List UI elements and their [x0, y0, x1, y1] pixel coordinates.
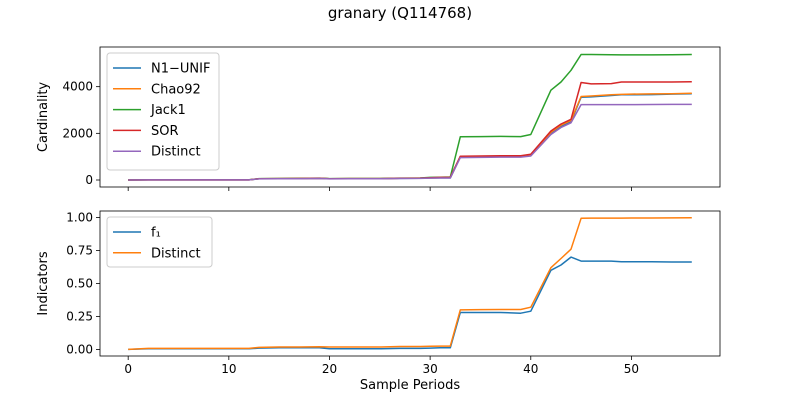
- x-tick-label-1-1: 10: [221, 362, 236, 376]
- legend-box-0: [106, 52, 220, 171]
- x-tick-label-1-0: 0: [124, 362, 132, 376]
- series-line-1-1: [128, 216, 692, 351]
- legend-label-0-2: Jack1: [150, 103, 186, 118]
- series-line-1-0: [128, 256, 692, 351]
- x-tick-label-1-2: 20: [322, 362, 337, 376]
- axes-frame-0: [99, 46, 721, 188]
- y-axis-label-1: Indicators: [36, 251, 51, 315]
- legend-label-0-1: Chao92: [151, 82, 201, 97]
- y-tick-label-1-0: 0.00: [66, 342, 93, 356]
- legend-label-0-4: Distinct: [151, 145, 201, 160]
- series-line-0-4: [128, 103, 692, 181]
- y-tick-label-1-2: 0.50: [66, 277, 93, 291]
- y-tick-label-1-1: 0.25: [66, 309, 93, 323]
- y-tick-label-0-2: 4000: [62, 80, 93, 94]
- y-tick-label-0-1: 2000: [62, 126, 93, 140]
- legend-label-1-1: Distinct: [151, 246, 201, 261]
- legend-label-0-0: N1−UNIF: [151, 62, 210, 77]
- x-tick-label-1-3: 30: [422, 362, 437, 376]
- y-tick-label-1-4: 1.00: [66, 211, 93, 225]
- x-tick-label-1-5: 50: [624, 362, 639, 376]
- y-axis-label-0: Cardinality: [36, 82, 51, 153]
- x-tick-label-1-4: 40: [523, 362, 538, 376]
- legend-label-0-3: SOR: [151, 124, 179, 139]
- x-axis-label-1: Sample Periods: [360, 378, 460, 393]
- y-tick-label-0-0: 0: [85, 173, 93, 187]
- figure-title: granary (Q114768): [327, 4, 473, 22]
- y-tick-label-1-3: 0.75: [66, 244, 93, 258]
- legend-label-1-0: f₁: [151, 226, 161, 241]
- legend-box-1: [106, 216, 213, 268]
